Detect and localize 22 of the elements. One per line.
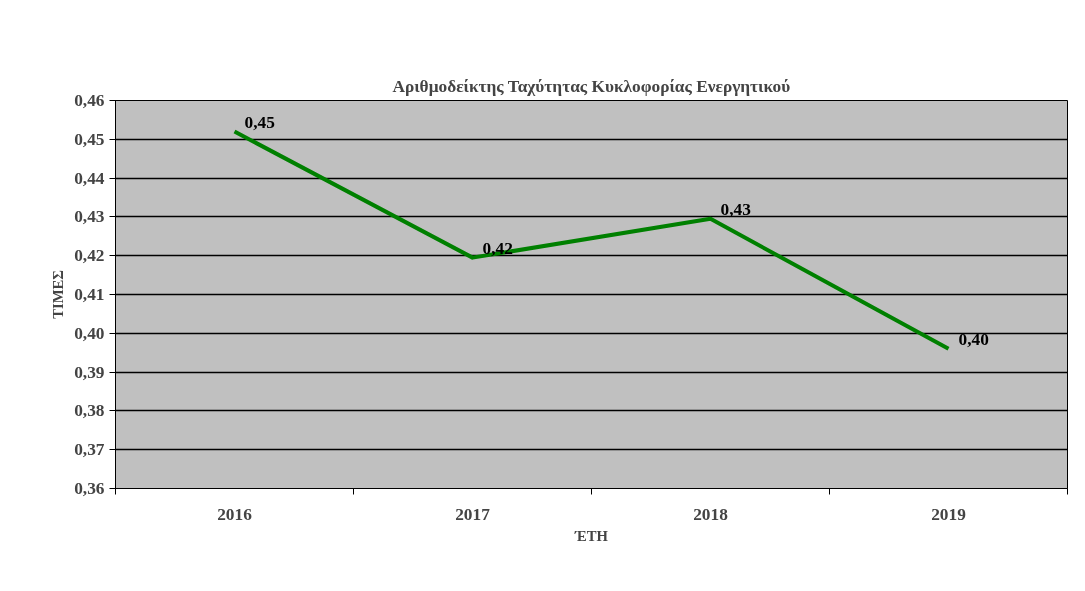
- y-tick-label: 0,44: [74, 168, 105, 188]
- x-axis-title: ΈΤΗ: [574, 527, 609, 544]
- line-series: [232, 129, 951, 351]
- data-label: 0,43: [720, 200, 752, 220]
- y-tick-label: 0,43: [74, 207, 105, 227]
- y-tick-label: 0,45: [74, 129, 105, 149]
- y-tick-label: 0,40: [74, 323, 105, 343]
- x-tick-label: 2019: [931, 504, 967, 524]
- y-tick-label: 0,46: [74, 91, 105, 110]
- x-tick-label: 2017: [455, 504, 491, 524]
- x-tick-label: 2016: [217, 504, 253, 524]
- x-tick-label: 2018: [693, 504, 729, 524]
- data-label: 0,45: [244, 113, 276, 133]
- y-tick-label: 0,41: [74, 285, 105, 304]
- y-tick-label: 0,36: [74, 479, 105, 498]
- y-tick-label: 0,39: [74, 362, 105, 382]
- data-label: 0,40: [958, 330, 989, 350]
- y-tick-label: 0,37: [74, 440, 105, 460]
- y-tick-label: 0,42: [74, 246, 105, 266]
- y-tick-label: 0,38: [74, 401, 105, 421]
- chart-title: Αριθμοδείκτης Ταχύτητας Κυκλοφορίας Ενεργητικού: [392, 76, 791, 96]
- y-axis-title: ΤΙΜΕΣ: [50, 270, 67, 319]
